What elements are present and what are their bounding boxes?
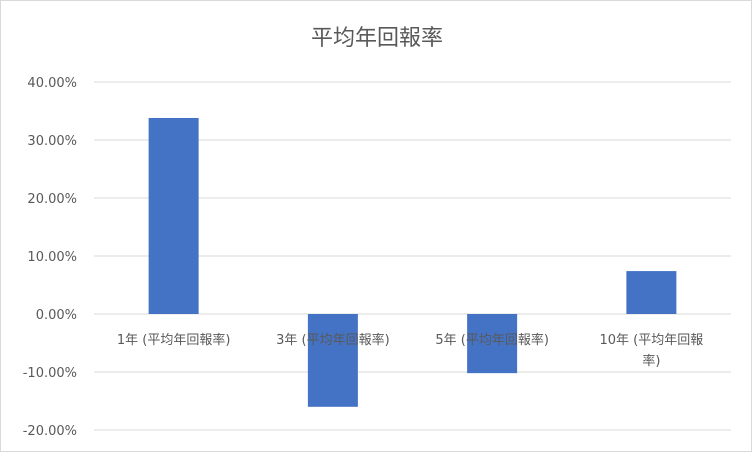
- x-tick-label-line: 率): [642, 353, 660, 369]
- chart-title: 平均年回報率: [311, 26, 443, 51]
- x-tick-label: 3年 (平均年回報率): [276, 332, 390, 348]
- x-tick-label: 5年 (平均年回報率): [435, 332, 549, 348]
- y-tick-label: 0.00%: [36, 308, 77, 323]
- y-tick-label: 20.00%: [27, 192, 77, 207]
- x-tick-label: 1年 (平均年回報率): [117, 332, 231, 348]
- y-tick-label: 10.00%: [27, 250, 77, 265]
- y-tick-label: 30.00%: [27, 134, 77, 149]
- x-tick-label-line: 10年 (平均年回報: [600, 333, 704, 348]
- bar: [307, 314, 358, 407]
- x-tick-label: 10年 (平均年回報率): [600, 333, 704, 369]
- y-tick-label: 40.00%: [27, 76, 77, 91]
- bar: [467, 314, 518, 374]
- y-tick-label: -20.00%: [23, 424, 77, 439]
- bar: [148, 117, 199, 315]
- bar: [626, 271, 677, 314]
- y-tick-label: -10.00%: [23, 366, 77, 381]
